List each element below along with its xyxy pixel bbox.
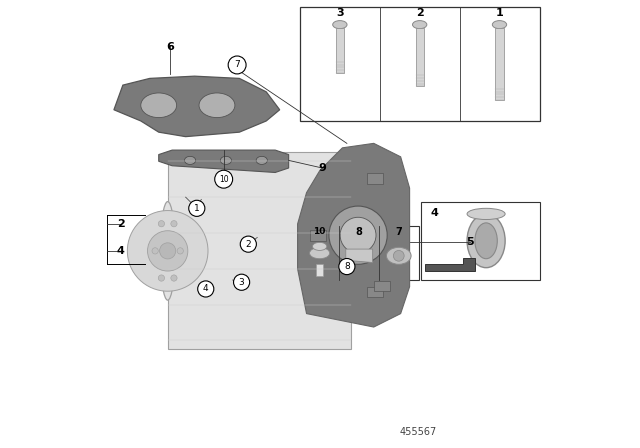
Ellipse shape [141,93,177,117]
Polygon shape [425,258,475,271]
Text: 4: 4 [203,284,209,293]
Text: 2: 2 [246,240,251,249]
Text: 9: 9 [318,163,326,173]
Text: 3: 3 [239,278,244,287]
Text: 7: 7 [234,60,240,69]
Circle shape [171,275,177,281]
Circle shape [148,231,188,271]
Circle shape [234,274,250,290]
Polygon shape [114,76,280,137]
Circle shape [394,250,404,261]
Text: 10: 10 [219,175,228,184]
Text: 8: 8 [356,227,363,237]
Text: 10: 10 [314,227,326,236]
Text: 5: 5 [467,237,474,247]
Ellipse shape [475,223,497,258]
Ellipse shape [184,156,196,164]
Text: 4: 4 [430,208,438,218]
Ellipse shape [344,202,359,300]
Ellipse shape [413,21,427,29]
Circle shape [152,248,158,254]
Circle shape [158,220,164,227]
FancyBboxPatch shape [374,280,390,291]
Ellipse shape [199,93,235,117]
Circle shape [329,206,387,264]
Ellipse shape [312,242,327,250]
Polygon shape [159,150,289,172]
Polygon shape [168,152,351,349]
FancyBboxPatch shape [367,287,383,297]
FancyBboxPatch shape [367,173,383,184]
Text: 1: 1 [194,204,200,213]
Circle shape [177,248,184,254]
FancyBboxPatch shape [415,28,424,86]
Ellipse shape [256,156,268,164]
Circle shape [159,243,176,259]
Circle shape [228,56,246,74]
Circle shape [158,275,164,281]
FancyBboxPatch shape [317,264,323,276]
Circle shape [198,281,214,297]
Polygon shape [298,143,410,327]
Ellipse shape [492,21,507,29]
Text: 8: 8 [344,262,349,271]
Ellipse shape [310,247,330,259]
FancyBboxPatch shape [310,230,326,241]
Text: 1: 1 [495,9,504,18]
Ellipse shape [387,247,411,264]
Text: 2: 2 [416,9,424,18]
Text: 7: 7 [396,227,402,237]
Circle shape [240,236,257,252]
Circle shape [339,258,355,275]
Text: 2: 2 [116,219,125,229]
FancyBboxPatch shape [495,28,504,100]
Ellipse shape [333,21,347,29]
Text: 4: 4 [116,246,125,256]
Ellipse shape [220,156,232,164]
Ellipse shape [467,214,505,267]
Circle shape [127,211,208,291]
Text: 455567: 455567 [400,427,437,437]
Circle shape [340,217,376,253]
Ellipse shape [160,202,175,300]
FancyBboxPatch shape [336,28,344,73]
Text: 6: 6 [166,42,174,52]
Polygon shape [346,249,372,263]
Ellipse shape [467,208,505,220]
Circle shape [189,200,205,216]
Text: 3: 3 [336,9,344,18]
Circle shape [215,170,233,188]
Circle shape [171,220,177,227]
